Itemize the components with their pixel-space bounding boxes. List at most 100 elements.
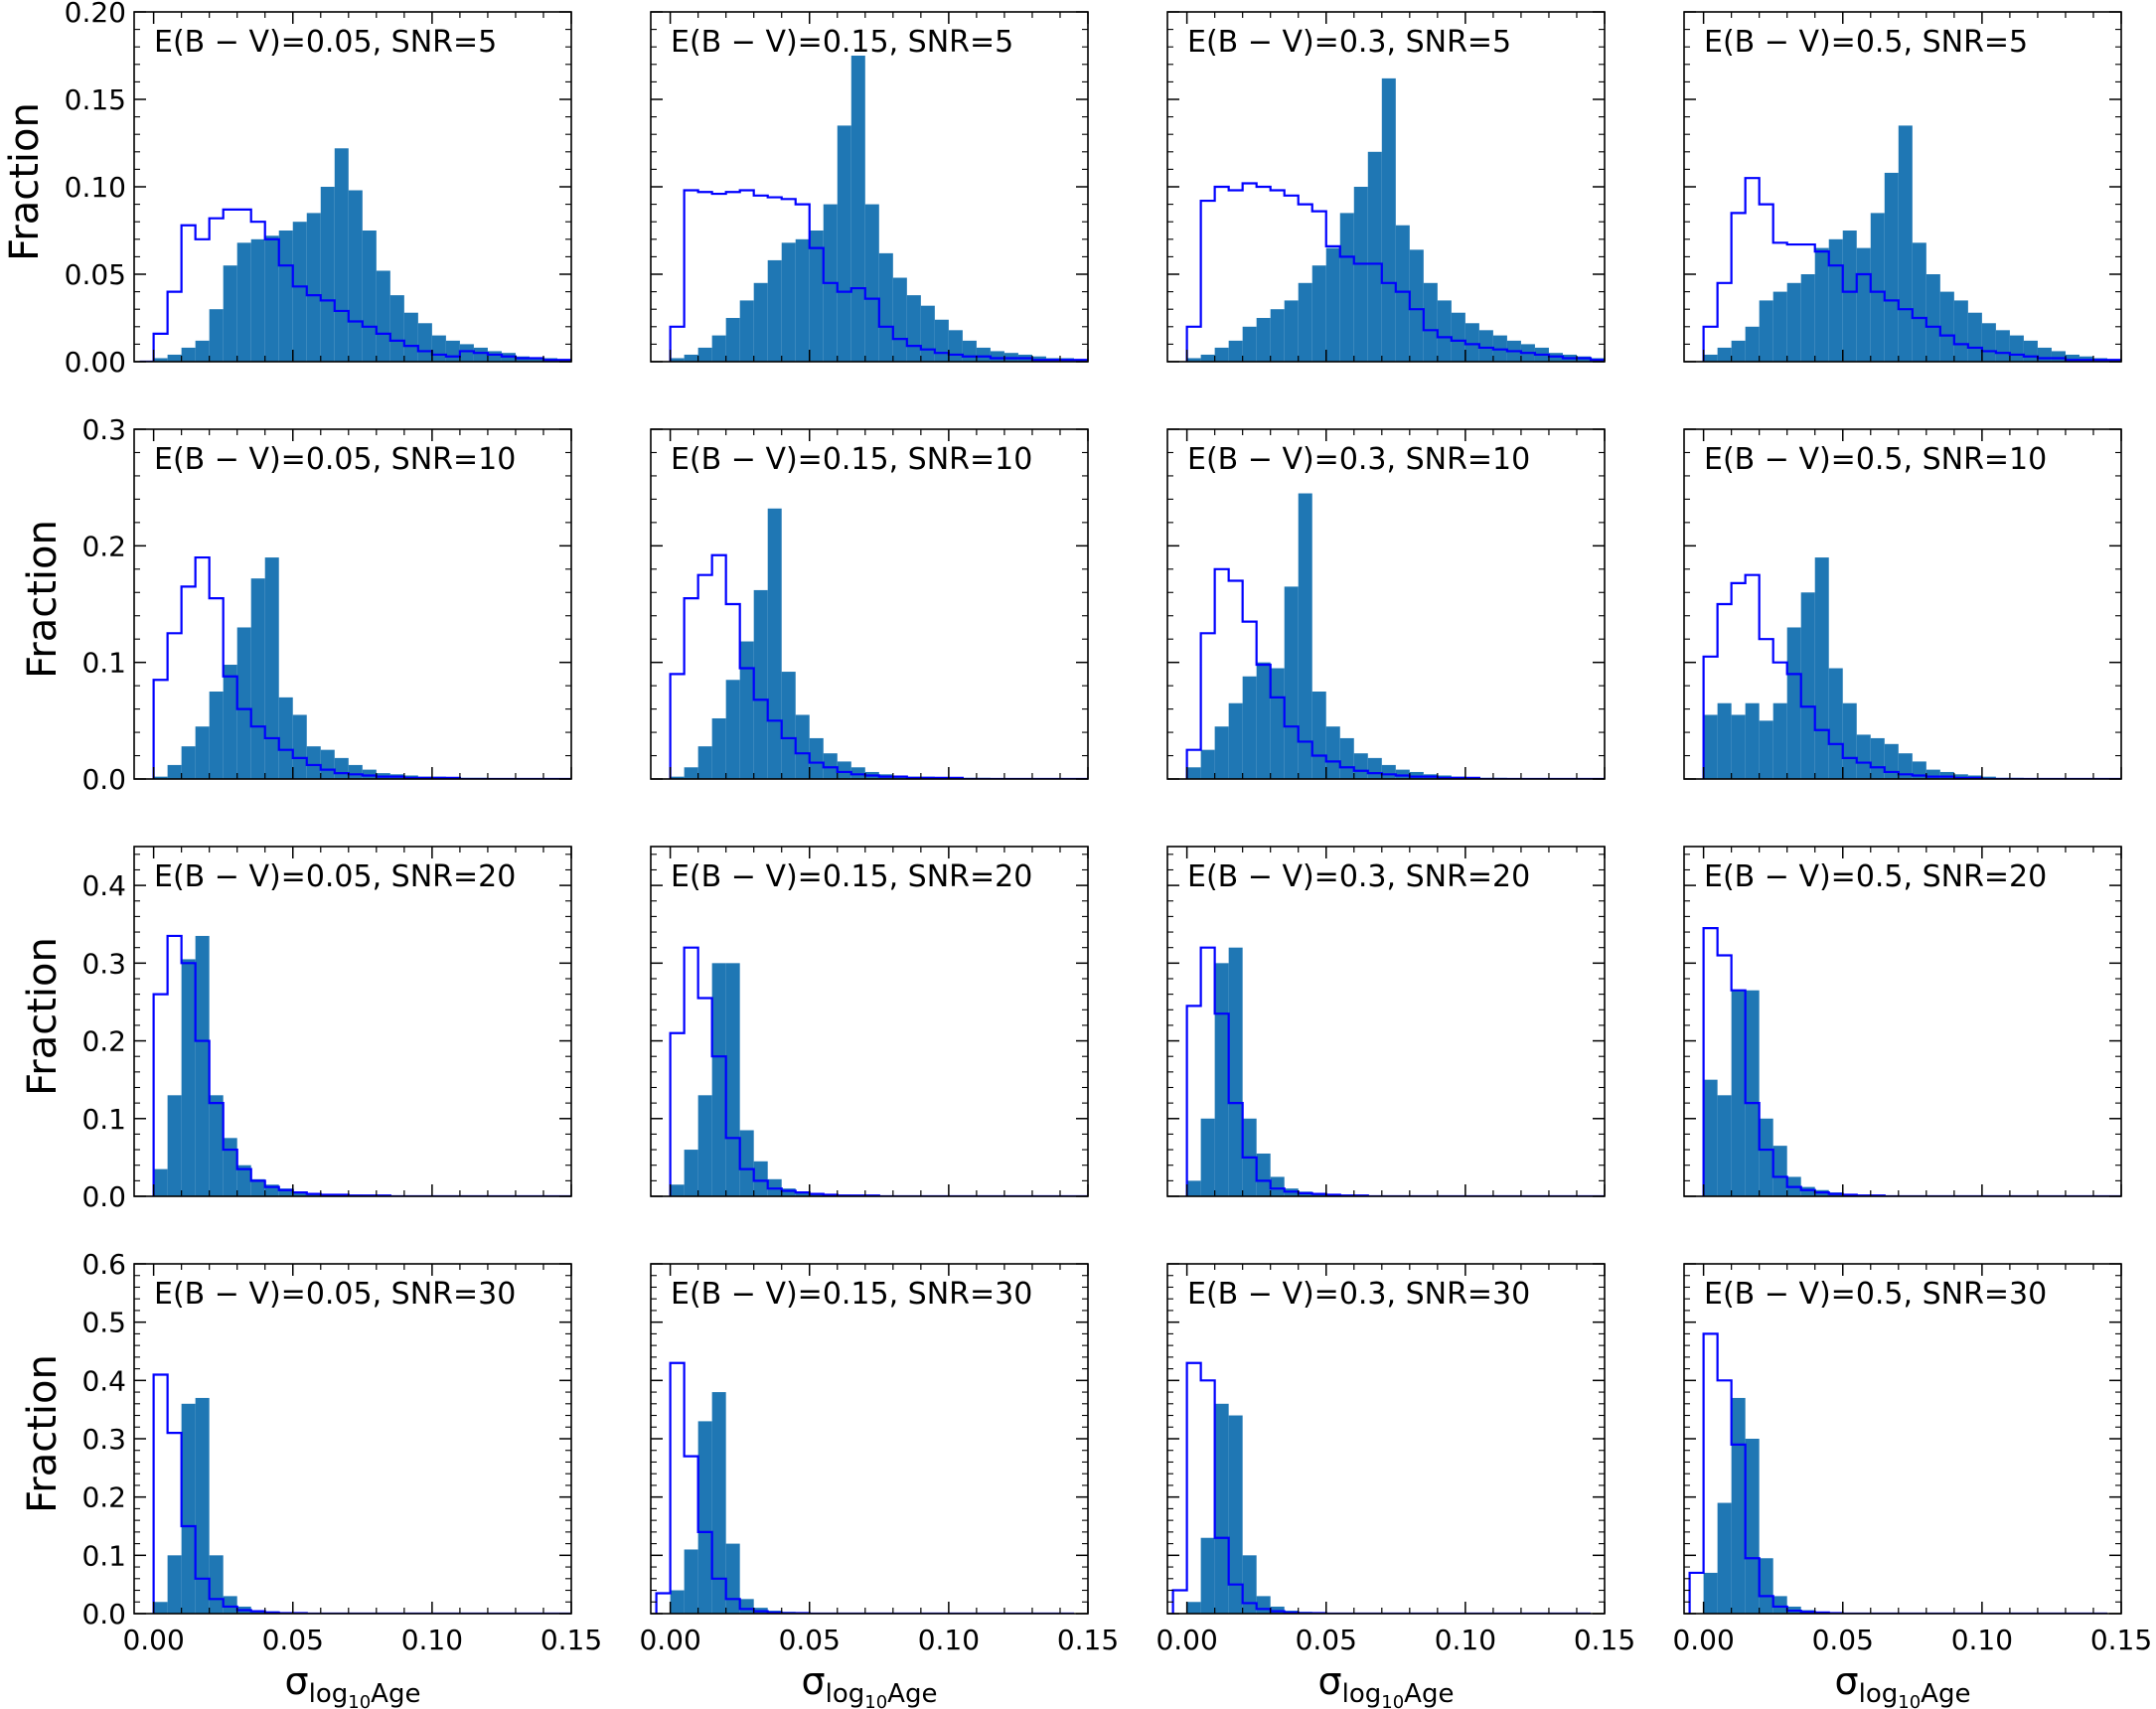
panel-annotation: E(B − V)=0.05, SNR=5 — [154, 25, 497, 60]
x-tick-label: 0.00 — [122, 1624, 184, 1656]
filled-bar — [725, 1543, 740, 1614]
x-tick-label: 0.10 — [1435, 1624, 1496, 1656]
filled-bar — [167, 354, 182, 362]
plot-area — [1702, 557, 2121, 779]
filled-bar — [711, 335, 726, 362]
axes-frame — [1166, 846, 1606, 1197]
filled-bar — [1353, 187, 1368, 362]
filled-bar — [670, 1590, 685, 1614]
filled-bar — [181, 347, 196, 362]
y-tick-label: 0.1 — [81, 1539, 126, 1572]
filled-bar — [962, 340, 977, 362]
filled-bar — [1995, 330, 2010, 362]
filled-bar — [1717, 702, 1732, 779]
axes-frame — [1683, 428, 2122, 780]
filled-bar — [684, 1549, 698, 1614]
filled-bar — [1898, 125, 1913, 362]
filled-bar — [1200, 354, 1215, 362]
panels-layer: 0.00 0.05 0.10 0.15 0.20 E(B − V)=0.05, SNR=5… — [65, 0, 2153, 1656]
filled-bar — [348, 764, 363, 779]
step-histogram-line — [152, 934, 571, 1196]
filled-bar — [1437, 300, 1452, 362]
filled-bar — [1200, 749, 1215, 779]
filled-bar — [167, 1555, 182, 1614]
filled-bar — [1270, 309, 1285, 362]
filled-bar — [1451, 312, 1465, 362]
filled-bar — [1772, 1596, 1787, 1614]
filled-bar — [795, 1191, 810, 1196]
filled-bar — [1325, 726, 1340, 779]
filled-bar — [1703, 714, 1718, 779]
y-tick-label: 0.3 — [81, 1423, 126, 1456]
filled-bar — [153, 776, 168, 779]
y-tick-label: 0.5 — [81, 1307, 126, 1339]
filled-bar — [1842, 702, 1857, 779]
y-tick-label: 0.4 — [81, 869, 126, 902]
panel-annotation: E(B − V)=0.5, SNR=10 — [1704, 442, 2047, 477]
filled-bar — [1214, 726, 1229, 779]
filled-bar — [1772, 291, 1787, 362]
filled-bar — [320, 749, 335, 779]
filled-bar — [1228, 340, 1243, 362]
filled-bar — [781, 1188, 796, 1196]
panel-r4-c2: 0.00 0.05 0.10 0.15 E(B − V)=0.15, SNR=30 — [639, 1263, 1119, 1656]
filled-bar — [1856, 734, 1871, 779]
x-axis-label-col-4: σlog10Age — [1835, 1659, 1971, 1709]
filled-bar — [1981, 776, 1996, 779]
filled-bar — [195, 935, 210, 1196]
plot-area — [1171, 1361, 1591, 1614]
filled-bar — [153, 1168, 168, 1196]
filled-bar — [809, 737, 824, 779]
filled-bar — [739, 1599, 754, 1614]
filled-bar — [1242, 1555, 1257, 1614]
panel-annotation: E(B − V)=0.3, SNR=20 — [1187, 859, 1530, 894]
x-axis-label-col-2: σlog10Age — [802, 1659, 938, 1709]
filled-bar — [1759, 1118, 1773, 1196]
filled-bar — [837, 125, 851, 362]
filled-bar — [1214, 347, 1229, 362]
panel-r1-c2: E(B − V)=0.15, SNR=5 — [650, 11, 1089, 363]
filled-bar — [1828, 668, 1843, 779]
filled-bar — [1953, 774, 1968, 779]
filled-bar — [1953, 300, 1968, 362]
y-tick-label: 0.0 — [81, 1180, 126, 1213]
filled-bar — [1786, 627, 1801, 779]
y-tick-label: 0.15 — [65, 83, 126, 116]
axes-frame — [650, 428, 1089, 780]
panel-r1-c3: E(B − V)=0.3, SNR=5 — [1166, 11, 1606, 363]
filled-bar — [767, 508, 782, 779]
plot-area — [655, 1361, 1074, 1614]
x-tick-label: 0.15 — [1057, 1624, 1119, 1656]
panel-annotation: E(B − V)=0.05, SNR=30 — [154, 1277, 516, 1312]
y-tick-label: 0.20 — [65, 0, 126, 29]
x-tick-label: 0.00 — [1155, 1624, 1217, 1656]
filled-bar — [1939, 771, 1954, 779]
panel-annotation: E(B − V)=0.15, SNR=10 — [671, 442, 1032, 477]
filled-bar — [320, 187, 335, 362]
filled-bar — [781, 672, 796, 779]
filled-bar — [892, 277, 907, 362]
filled-bar — [1939, 291, 1954, 362]
filled-bar — [1214, 1403, 1229, 1614]
filled-bar — [1870, 213, 1885, 362]
y-tick-label: 0.3 — [81, 947, 126, 980]
filled-bar — [1298, 493, 1312, 779]
filled-bar — [250, 578, 265, 779]
filled-bar — [1759, 1558, 1773, 1614]
panel-r2-c4: E(B − V)=0.5, SNR=10 — [1683, 428, 2122, 780]
filled-bar — [684, 1150, 698, 1196]
filled-bar — [711, 963, 726, 1196]
filled-bar — [209, 692, 224, 779]
filled-bar — [473, 347, 488, 362]
x-axis-labels: σlog10Age σlog10Age σlog10Age σlog10Age — [285, 1659, 1971, 1709]
step-histogram-line — [1702, 927, 2121, 1196]
axes-frame — [133, 846, 572, 1197]
plot-area — [1702, 125, 2121, 362]
x-tick-label: 0.05 — [1296, 1624, 1357, 1656]
filled-bar — [1200, 1537, 1215, 1614]
filled-bar — [487, 351, 502, 362]
filled-bar — [1912, 242, 1926, 362]
filled-bar — [223, 265, 237, 362]
filled-bar — [1284, 586, 1299, 779]
x-tick-label: 0.10 — [1951, 1624, 2013, 1656]
